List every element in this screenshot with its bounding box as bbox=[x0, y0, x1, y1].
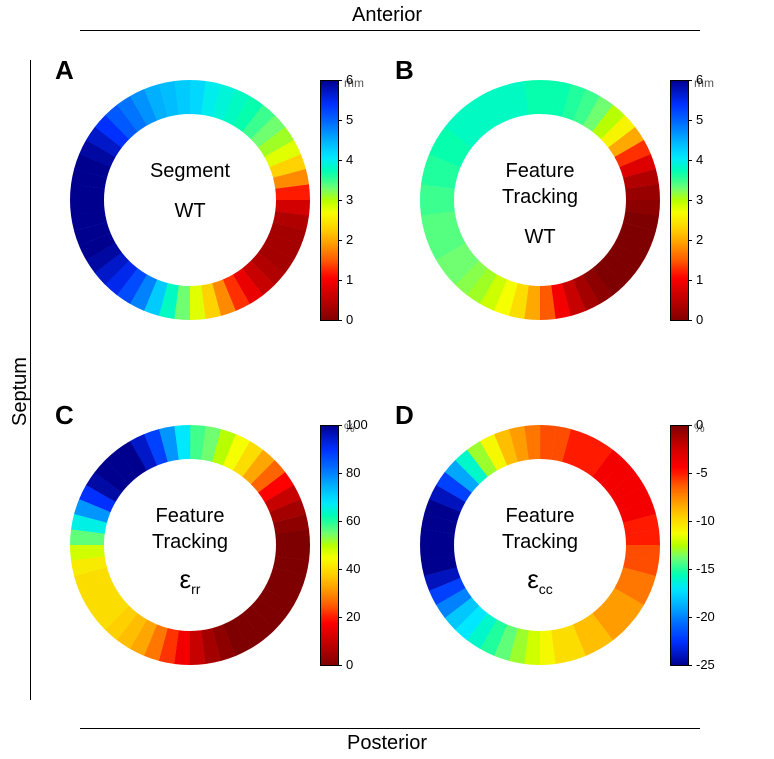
colorbar-ticklabel: 0 bbox=[696, 417, 703, 432]
colorbar-tickline bbox=[338, 80, 342, 81]
center-text-B: FeatureTracking WT bbox=[460, 158, 620, 250]
colorbar-gradient bbox=[670, 425, 690, 667]
colorbar-C bbox=[320, 425, 340, 667]
colorbar-tickline bbox=[688, 425, 692, 426]
center-line: WT bbox=[460, 224, 620, 250]
colorbar-tickline bbox=[338, 160, 342, 161]
colorbar-ticklabel: 20 bbox=[346, 609, 360, 624]
center-line: Feature bbox=[460, 503, 620, 529]
center-line: εrr bbox=[110, 563, 270, 598]
colorbar-ticklabel: 80 bbox=[346, 465, 360, 480]
center-line: εcc bbox=[460, 563, 620, 598]
colorbar-ticklabel: -15 bbox=[696, 561, 715, 576]
center-text-A: Segment WT bbox=[110, 158, 270, 224]
colorbar-ticklabel: -10 bbox=[696, 513, 715, 528]
colorbar-ticklabel: 2 bbox=[696, 232, 703, 247]
colorbar-ticklabel: 4 bbox=[696, 152, 703, 167]
axis-label-anterior: Anterior bbox=[352, 4, 422, 27]
colorbar-tickline bbox=[338, 521, 342, 522]
axis-rule-left bbox=[30, 60, 31, 700]
colorbar-tickline bbox=[688, 665, 692, 666]
center-line: Feature bbox=[110, 503, 270, 529]
center-line: Tracking bbox=[460, 529, 620, 555]
colorbar-ticklabel: 0 bbox=[696, 312, 703, 327]
colorbar-tickline bbox=[338, 617, 342, 618]
colorbar-gradient bbox=[320, 425, 340, 667]
colorbar-ticklabel: 0 bbox=[346, 312, 353, 327]
colorbar-ticklabel: 6 bbox=[346, 72, 353, 87]
center-text-C: FeatureTracking εrr bbox=[110, 503, 270, 598]
colorbar-gradient bbox=[670, 80, 690, 322]
colorbar-tickline bbox=[688, 200, 692, 201]
colorbar-ticklabel: 1 bbox=[696, 272, 703, 287]
axis-label-septum: Septum bbox=[9, 357, 32, 426]
colorbar-ticklabel: 5 bbox=[346, 112, 353, 127]
colorbar-tickline bbox=[338, 240, 342, 241]
center-line: Segment bbox=[110, 158, 270, 184]
colorbar-ticklabel: 60 bbox=[346, 513, 360, 528]
colorbar-ticklabel: 40 bbox=[346, 561, 360, 576]
colorbar-tickline bbox=[688, 240, 692, 241]
colorbar-ticklabel: 3 bbox=[696, 192, 703, 207]
colorbar-tickline bbox=[338, 665, 342, 666]
panel-letter-D: D bbox=[395, 400, 414, 431]
colorbar-tickline bbox=[688, 617, 692, 618]
colorbar-gradient bbox=[320, 80, 340, 322]
colorbar-ticklabel: 5 bbox=[696, 112, 703, 127]
colorbar-tickline bbox=[338, 425, 342, 426]
colorbar-tickline bbox=[688, 120, 692, 121]
center-line: WT bbox=[110, 198, 270, 224]
colorbar-tickline bbox=[338, 473, 342, 474]
axis-rule-top bbox=[80, 30, 700, 31]
colorbar-tickline bbox=[688, 320, 692, 321]
colorbar-D bbox=[670, 425, 690, 667]
axis-rule-bottom bbox=[80, 728, 700, 729]
figure-root: Anterior Posterior Septum ASegmentWTmm01… bbox=[0, 0, 774, 759]
colorbar-ticklabel: 6 bbox=[696, 72, 703, 87]
colorbar-tickline bbox=[338, 280, 342, 281]
colorbar-tickline bbox=[688, 80, 692, 81]
colorbar-tickline bbox=[338, 320, 342, 321]
center-line: Tracking bbox=[460, 184, 620, 210]
axis-label-posterior: Posterior bbox=[347, 732, 427, 755]
center-line: Feature bbox=[460, 158, 620, 184]
colorbar-ticklabel: -5 bbox=[696, 465, 708, 480]
colorbar-ticklabel: -25 bbox=[696, 657, 715, 672]
colorbar-tickline bbox=[688, 569, 692, 570]
colorbar-ticklabel: 2 bbox=[346, 232, 353, 247]
colorbar-tickline bbox=[338, 120, 342, 121]
colorbar-tickline bbox=[338, 569, 342, 570]
colorbar-tickline bbox=[688, 521, 692, 522]
center-line: Tracking bbox=[110, 529, 270, 555]
colorbar-tickline bbox=[338, 200, 342, 201]
colorbar-ticklabel: 1 bbox=[346, 272, 353, 287]
colorbar-ticklabel: 3 bbox=[346, 192, 353, 207]
colorbar-ticklabel: 100 bbox=[346, 417, 368, 432]
colorbar-B bbox=[670, 80, 690, 322]
colorbar-ticklabel: -20 bbox=[696, 609, 715, 624]
colorbar-A bbox=[320, 80, 340, 322]
colorbar-tickline bbox=[688, 280, 692, 281]
colorbar-ticklabel: 4 bbox=[346, 152, 353, 167]
center-text-D: FeatureTracking εcc bbox=[460, 503, 620, 598]
colorbar-tickline bbox=[688, 473, 692, 474]
panel-letter-B: B bbox=[395, 55, 414, 86]
colorbar-tickline bbox=[688, 160, 692, 161]
colorbar-ticklabel: 0 bbox=[346, 657, 353, 672]
